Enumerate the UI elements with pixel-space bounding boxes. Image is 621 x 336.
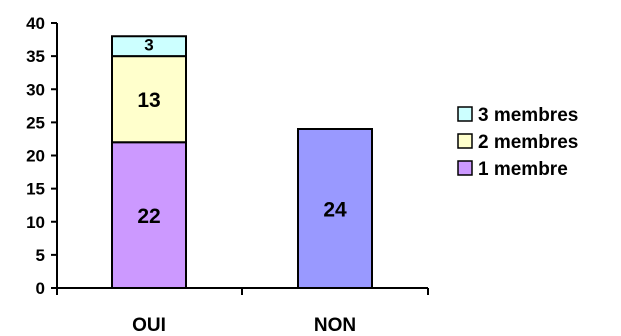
data-label-non-series-1: 24 xyxy=(323,199,347,222)
legend-swatch-2 xyxy=(457,133,473,149)
legend-label-1: 3 membres xyxy=(478,105,578,126)
legend-swatch-3 xyxy=(457,160,473,176)
y-tick-label: 30 xyxy=(26,80,45,99)
y-tick-label: 5 xyxy=(36,246,45,265)
bar-oui-series-3 xyxy=(111,35,187,58)
bar-non-series-1 xyxy=(297,128,373,289)
x-tick-label-non: NON xyxy=(314,315,356,336)
y-tick-label: 35 xyxy=(26,47,45,66)
y-tick-label: 20 xyxy=(26,147,45,166)
legend-label-3: 1 membre xyxy=(478,159,568,180)
y-tick-label: 15 xyxy=(26,180,45,199)
y-tick-label: 0 xyxy=(36,279,45,298)
legend: 3 membres 2 membres 1 membre xyxy=(457,105,578,180)
y-tick-label: 25 xyxy=(26,113,45,132)
y-tick-label: 10 xyxy=(26,213,45,232)
legend-swatch-1 xyxy=(457,106,473,122)
x-tick-label-oui: OUI xyxy=(132,315,166,336)
y-tick-label: 40 xyxy=(26,14,45,33)
data-label-oui-series-2: 13 xyxy=(137,89,160,112)
legend-label-2: 2 membres xyxy=(478,132,578,153)
data-label-oui-series-1: 22 xyxy=(137,205,160,228)
data-label-oui-series-3: 3 xyxy=(144,35,153,54)
bars: 22 13 3 24 xyxy=(111,35,373,289)
